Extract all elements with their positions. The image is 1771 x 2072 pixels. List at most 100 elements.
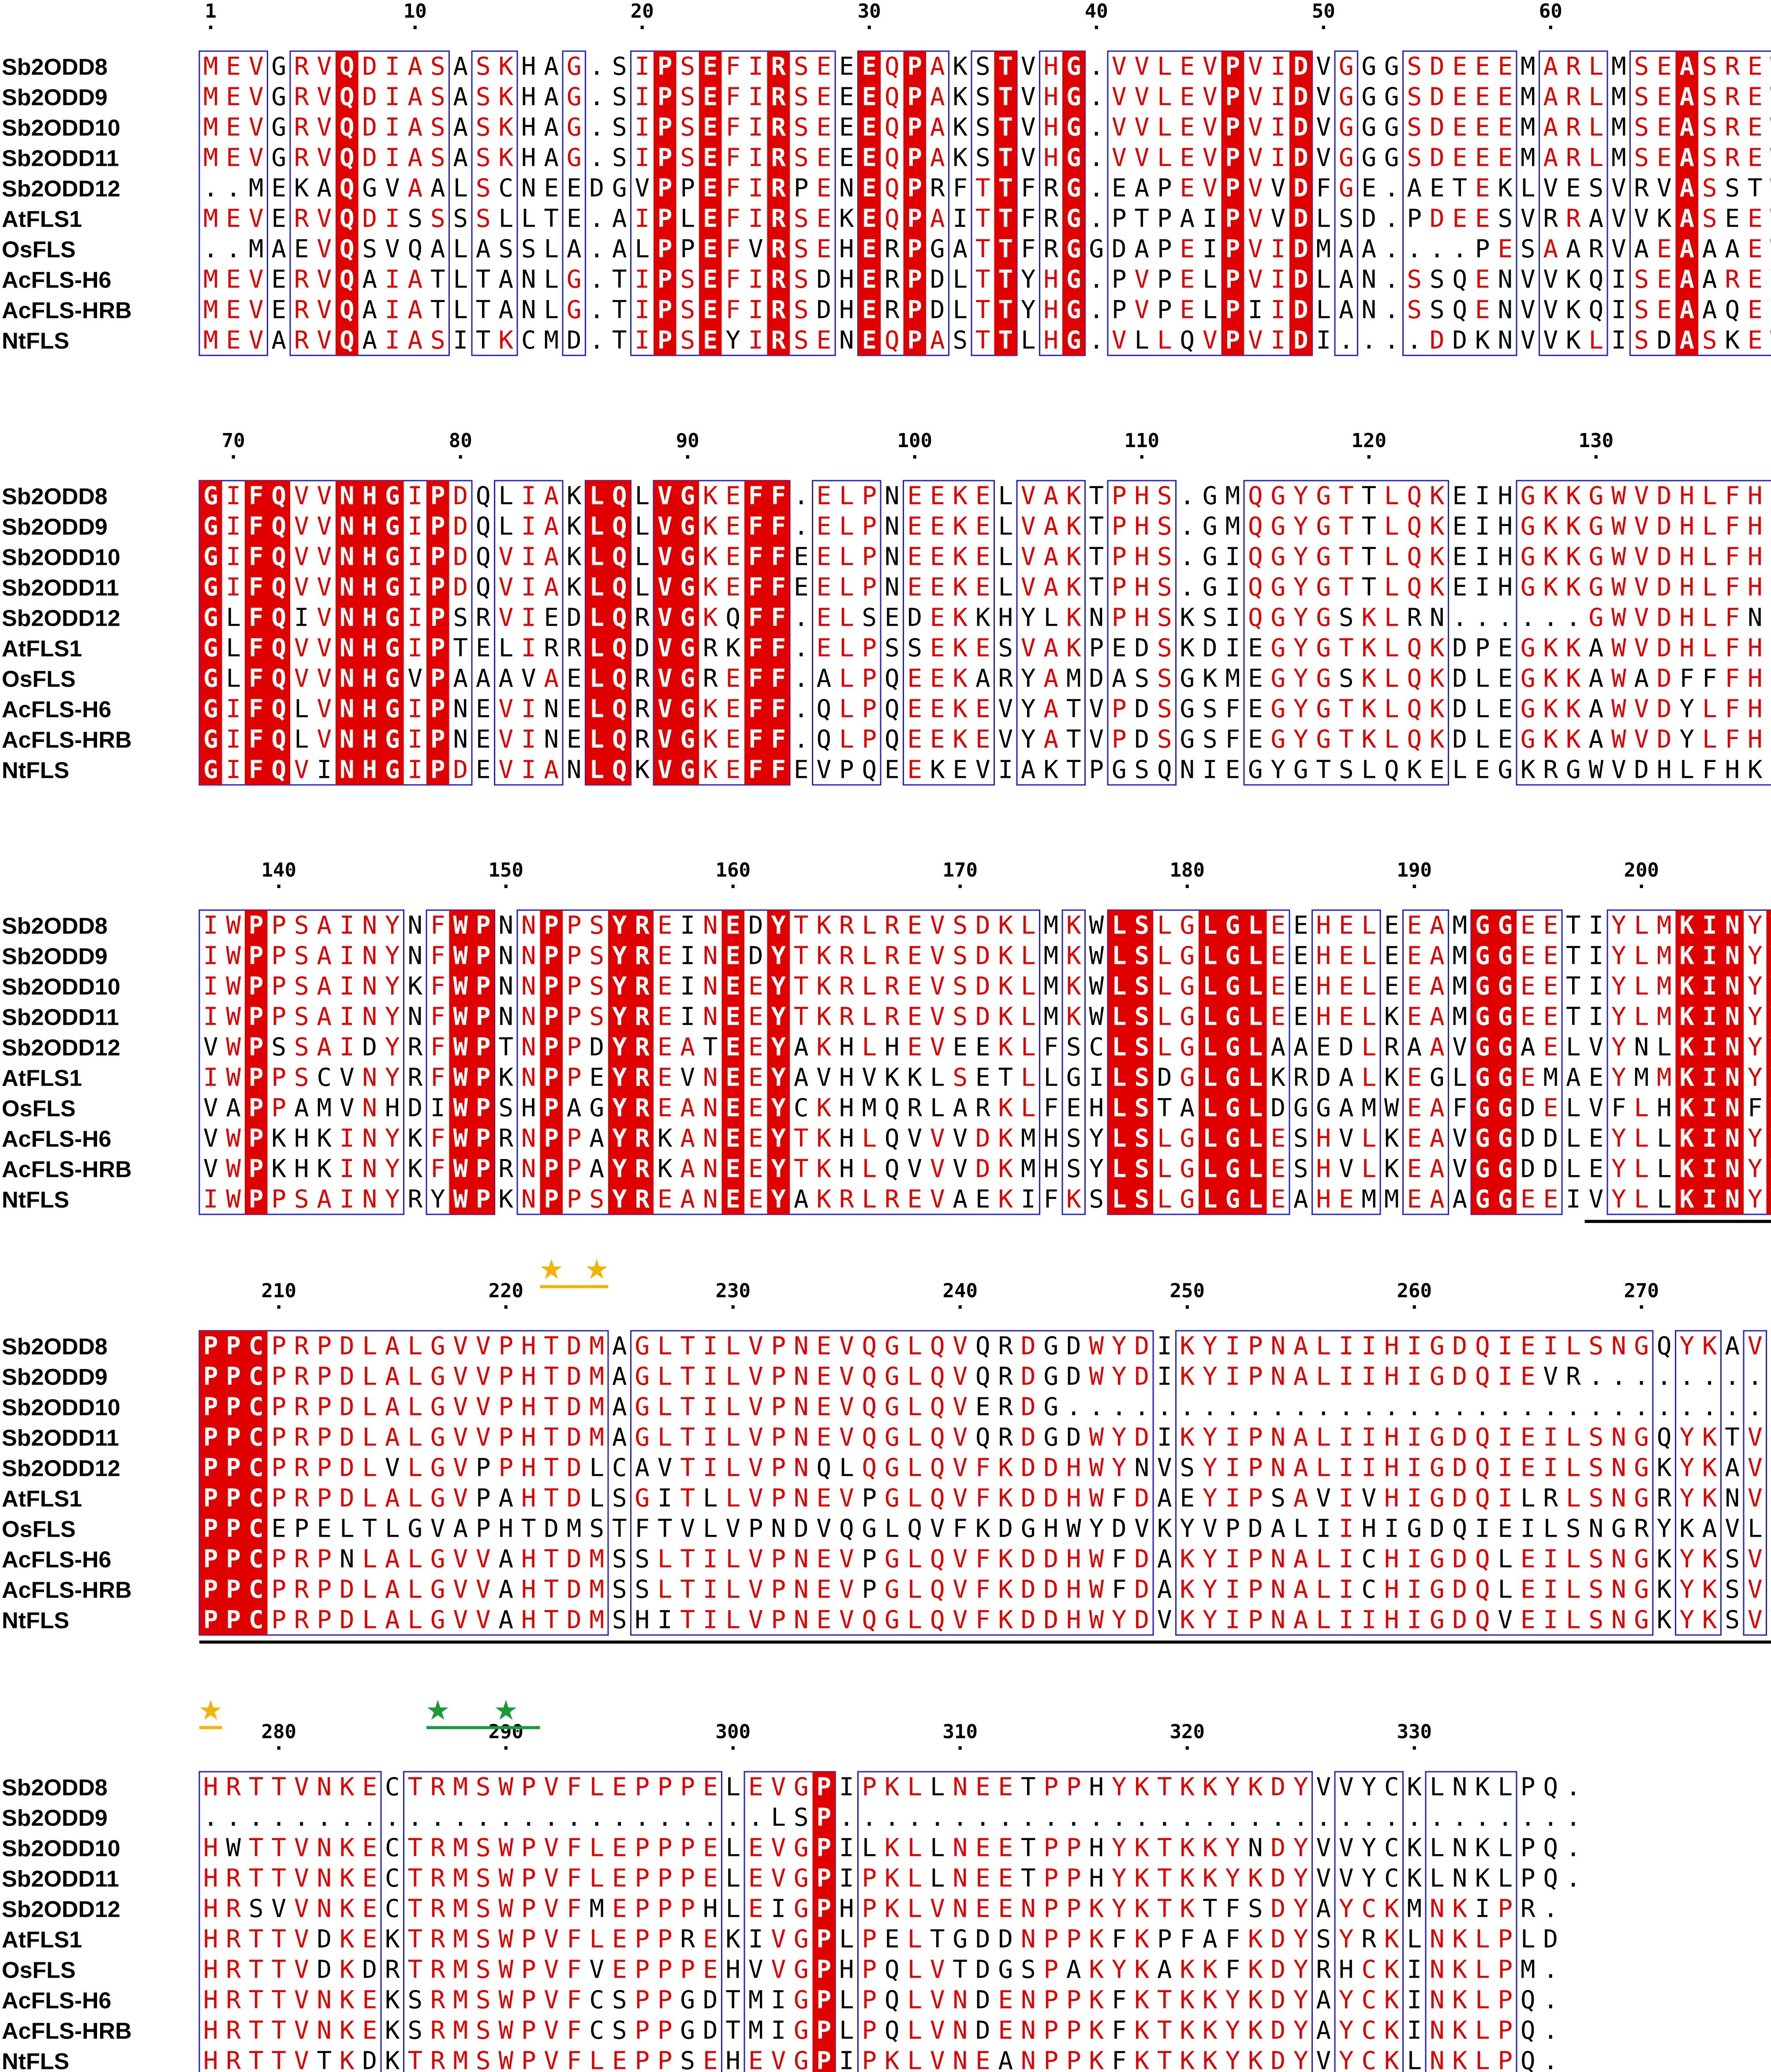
residue: D [1543,1155,1558,1183]
conserved-cell [767,295,790,325]
residue: N [953,1895,968,1923]
residue: Y [1293,543,1308,571]
residue: T [998,113,1013,142]
residue: G [1043,1393,1058,1422]
residue: W [226,972,241,1001]
sequence-name: OsFLS [2,237,76,263]
residue: P [1066,1834,1081,1863]
residue: I [703,1575,718,1604]
conserved-cell [767,203,790,234]
residue: L [589,1925,604,1954]
residue: K [1180,1363,1195,1391]
residue: K [1702,1332,1717,1361]
residue: L [1407,1925,1422,1954]
residue: D [340,1575,355,1604]
residue: P [1043,1773,1058,1802]
residue: P [476,972,491,1001]
residue: A [385,1332,400,1361]
residue: V [1112,52,1127,81]
residue: C [1361,1575,1376,1604]
residue: P [1225,113,1240,142]
residue: P [1112,725,1127,754]
residue: G [567,265,582,294]
residue: L [407,1606,422,1635]
ruler-tick: . [954,1732,966,1755]
residue: L [1021,326,1036,355]
residue: Y [385,942,400,971]
residue: K [725,634,740,663]
residue: G [1225,1033,1240,1062]
residue: Y [1748,1064,1763,1092]
residue: V [317,604,332,632]
residue: G [385,725,400,754]
residue: L [589,756,604,784]
residue: H [362,756,377,784]
residue: N [498,911,513,940]
residue: R [476,604,491,632]
residue: M [1611,113,1626,142]
residue: T [1157,1773,1172,1802]
residue: Y [1225,1834,1240,1863]
residue: V [453,1545,468,1574]
residue: P [907,235,922,264]
conserved-cell [199,511,222,541]
residue: . [1089,174,1104,203]
residue: S [1430,296,1445,325]
residue: L [407,1454,422,1482]
residue: T [1361,573,1376,602]
residue: E [1657,265,1672,294]
residue: T [1339,543,1354,571]
residue: S [476,1895,491,1923]
residue: G [1430,1575,1445,1604]
residue: L [294,725,309,754]
residue: D [1452,1484,1467,1513]
residue: I [1157,1332,1172,1361]
residue: Q [612,634,627,663]
residue: M [1066,665,1081,693]
residue: S [975,52,990,81]
sequence-name: AtFLS1 [2,1486,82,1512]
residue: V [1248,326,1263,355]
residue: I [1361,1332,1376,1361]
residue: S [680,265,695,294]
residue: V [1021,634,1036,663]
residue: K [703,695,718,724]
residue: N [1021,1925,1036,1954]
residue: P [1112,296,1127,325]
residue: A [453,52,468,81]
residue: I [340,1033,355,1062]
residue: P [226,1515,241,1543]
residue: G [1316,482,1331,511]
residue: E [907,573,922,602]
residue: P [635,1925,650,1954]
residue: P [635,2047,650,2072]
residue: G [1430,1064,1445,1092]
residue: A [567,235,582,264]
residue: V [1748,1423,1763,1452]
residue: V [453,1363,468,1391]
residue: N [1270,1454,1285,1482]
residue: E [862,205,877,233]
residue: . [1475,604,1490,632]
residue: T [249,1773,264,1802]
residue: G [1270,695,1285,724]
residue: S [1203,725,1218,754]
residue: A [544,52,559,81]
residue: D [1430,113,1445,142]
residue: A [1270,1515,1285,1543]
residue: . [1566,604,1581,632]
residue: T [1339,695,1354,724]
residue: S [430,52,445,81]
residue: Q [816,695,831,724]
residue: E [748,1064,763,1092]
residue: G [203,665,218,693]
residue: I [340,911,355,940]
residue: Y [385,972,400,1001]
residue: L [862,972,877,1001]
residue: D [1043,1575,1058,1604]
ruler-tick: . [1181,870,1193,893]
residue: S [294,911,309,940]
residue: K [407,972,422,1001]
residue: F [771,756,786,784]
residue: L [1498,1545,1513,1574]
